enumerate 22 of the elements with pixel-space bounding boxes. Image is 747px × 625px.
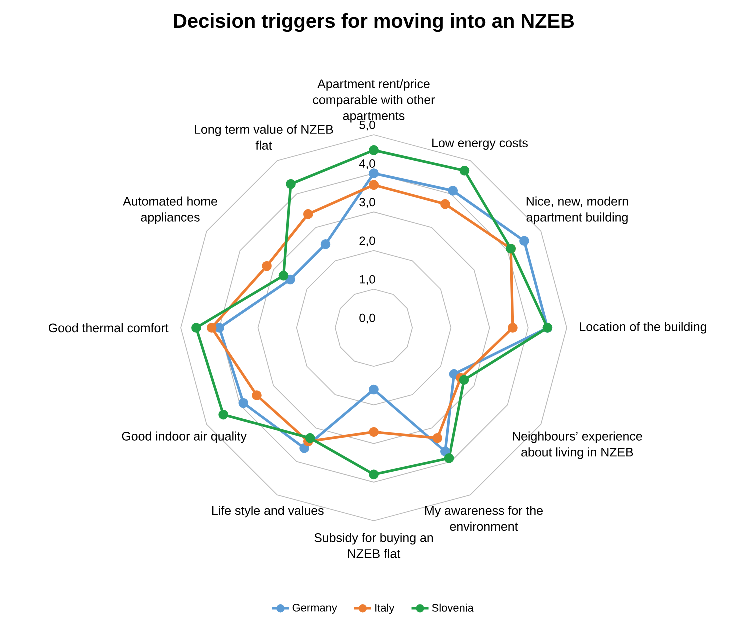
legend-label: Slovenia: [432, 604, 474, 612]
spoke-label: Apartment rent/price comparable with other apartments: [313, 79, 436, 123]
spoke-label: Subsidy for buying an NZEB flat: [314, 533, 434, 558]
spoke-label: My awareness for the environment: [426, 506, 543, 532]
spoke-label: Good thermal comfort: [49, 323, 169, 333]
spoke-label: Neighbours’ experience about living in NZEB: [513, 432, 642, 460]
legend-label: Italy: [376, 604, 395, 614]
spoke-label: Nice, new, modern apartment building: [526, 196, 628, 224]
spoke-label: Life style and values: [212, 506, 324, 518]
y-tick-label: 2,0: [360, 236, 376, 247]
spoke-label: Low energy costs: [432, 138, 528, 150]
chart-title: Decision triggers for moving into an NZEB: [174, 14, 574, 32]
y-tick-label: 4,0: [359, 160, 376, 170]
y-tick-label: 0,0: [360, 314, 376, 324]
legend-label: Germany: [292, 604, 338, 614]
y-tick-label: 5,0: [360, 120, 376, 131]
spoke-label: Good indoor air quality: [122, 432, 247, 444]
spoke-label: Location of the building: [580, 322, 706, 334]
spoke-label: Long term value of NZEB flat: [195, 124, 334, 150]
y-tick-label: 1,0: [360, 275, 376, 286]
y-tick-label: 3,0: [360, 198, 376, 208]
spoke-label: Automated home appliances: [123, 196, 218, 224]
